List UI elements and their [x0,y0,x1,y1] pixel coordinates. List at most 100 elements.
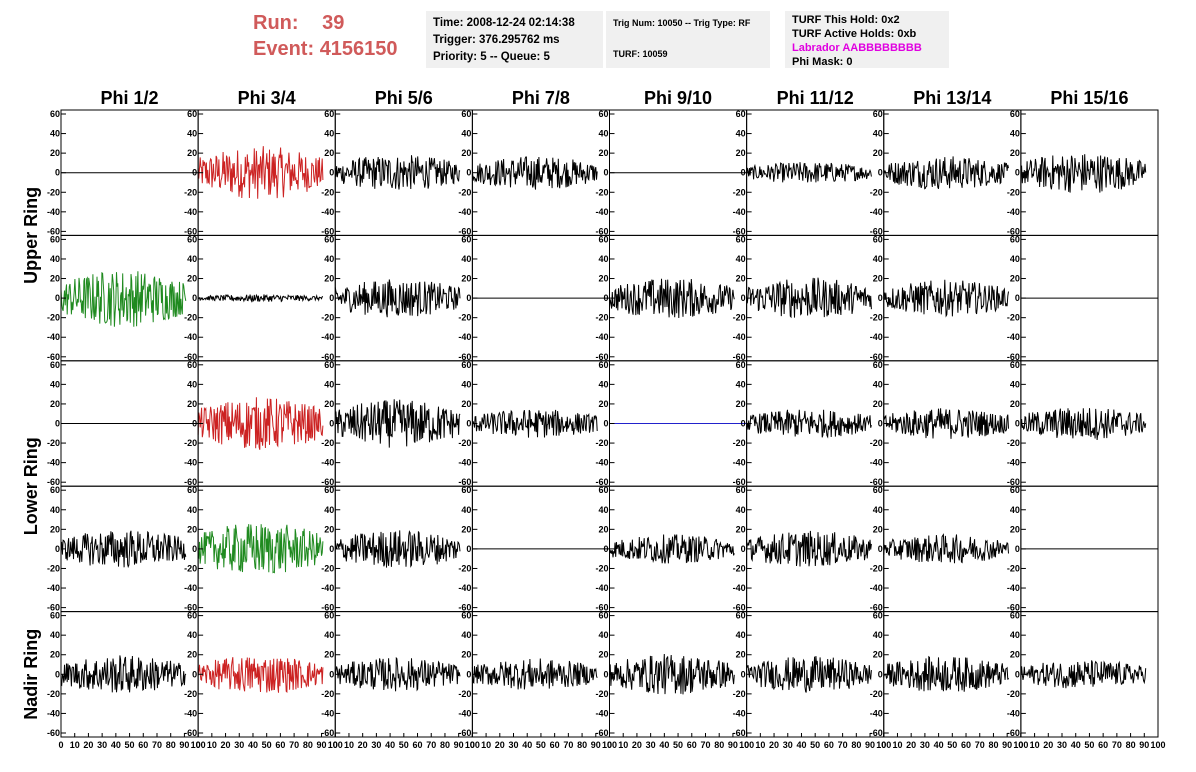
y-tick-label: -60 [870,603,883,613]
x-tick-label: 10 [1030,740,1040,750]
y-tick-label: -40 [733,207,746,217]
x-tick-label: 100 [328,740,343,750]
y-tick-label: -20 [870,563,883,573]
column-title: Phi 15/16 [1050,88,1128,108]
y-tick-label: -20 [321,438,334,448]
x-tick-label: 10 [618,740,628,750]
y-tick-label: 0 [1015,669,1020,679]
waveform-trace [746,277,872,319]
y-tick-label: 20 [461,399,471,409]
y-tick-label: -40 [1007,207,1020,217]
y-tick-label: 60 [324,360,334,370]
y-tick-label: -20 [321,187,334,197]
x-tick-label: 60 [687,740,697,750]
y-tick-label: -60 [733,477,746,487]
y-tick-label: 40 [187,129,197,139]
x-tick-label: 40 [1071,740,1081,750]
y-tick-label: 20 [50,399,60,409]
x-tick-label: 90 [179,740,189,750]
y-tick-label: 40 [598,505,608,515]
y-tick-label: 40 [461,129,471,139]
y-tick-label: 20 [873,399,883,409]
y-tick-label: 60 [324,485,334,495]
turf-active-holds-text: TURF Active Holds: 0xb [792,28,917,40]
y-tick-label: 0 [192,168,197,178]
y-tick-label: -40 [321,583,334,593]
y-tick-label: 40 [1010,505,1020,515]
y-tick-label: -40 [733,583,746,593]
y-tick-label: -40 [321,332,334,342]
y-tick-label: -20 [595,313,608,323]
y-tick-label: 40 [598,379,608,389]
x-tick-label: 30 [97,740,107,750]
y-tick-label: -40 [870,708,883,718]
y-tick-label: -40 [321,708,334,718]
y-tick-label: 60 [1010,485,1020,495]
y-tick-label: -40 [184,332,197,342]
y-tick-label: 40 [324,129,334,139]
y-tick-label: -40 [1007,583,1020,593]
y-tick-label: 0 [741,419,746,429]
y-tick-label: 40 [736,379,746,389]
phi-mask-text: Phi Mask: 0 [792,56,853,68]
x-tick-label: 70 [563,740,573,750]
y-tick-label: -60 [321,477,334,487]
y-tick-label: -20 [595,438,608,448]
y-tick-label: 60 [324,611,334,621]
waveform-trace [883,533,1009,564]
y-tick-label: 20 [187,274,197,284]
waveform-trace [471,658,598,690]
y-tick-label: -60 [47,477,60,487]
waveform-trace [197,146,324,199]
y-tick-label: 0 [878,293,883,303]
x-tick-label: 100 [602,740,617,750]
y-tick-label: -40 [458,583,471,593]
y-tick-label: 20 [1010,650,1020,660]
y-tick-label: 0 [192,544,197,554]
y-tick-label: -40 [184,583,197,593]
y-tick-label: -60 [733,352,746,362]
x-tick-label: 70 [838,740,848,750]
x-tick-label: 20 [495,740,505,750]
y-tick-label: -60 [595,603,608,613]
run-line: Run: 39 [253,10,398,36]
x-tick-label: 10 [892,740,902,750]
waveform-trace [746,409,872,439]
x-tick-label: 40 [248,740,258,750]
waveform-trace [60,530,187,569]
x-tick-label: 30 [646,740,656,750]
y-tick-label: 60 [873,611,883,621]
waveform-trace [883,408,1009,439]
y-tick-label: -20 [458,563,471,573]
run-value: 39 [322,12,345,34]
y-tick-label: 20 [598,274,608,284]
y-tick-label: 40 [1010,254,1020,264]
y-tick-label: 0 [55,544,60,554]
y-tick-label: 40 [324,505,334,515]
x-tick-label: 30 [1057,740,1067,750]
x-tick-label: 60 [550,740,560,750]
x-tick-label: 70 [700,740,710,750]
y-tick-label: 40 [187,505,197,515]
y-tick-label: -40 [595,458,608,468]
column-title: Phi 11/12 [777,88,854,108]
y-tick-label: 60 [50,611,60,621]
y-tick-label: -20 [595,187,608,197]
y-tick-label: -40 [458,708,471,718]
y-tick-label: 60 [736,485,746,495]
x-tick-label: 50 [536,740,546,750]
y-tick-label: -40 [47,207,60,217]
y-tick-label: 0 [878,544,883,554]
y-tick-label: -40 [595,207,608,217]
y-tick-label: -60 [458,477,471,487]
y-tick-label: 0 [192,669,197,679]
x-tick-label: 50 [125,740,135,750]
y-tick-label: 40 [873,129,883,139]
y-tick-label: -40 [458,458,471,468]
turf-this-hold-text: TURF This Hold: 0x2 [792,14,900,26]
y-tick-label: 60 [598,360,608,370]
y-tick-label: 40 [50,379,60,389]
y-tick-label: -40 [47,458,60,468]
x-tick-label: 50 [399,740,409,750]
